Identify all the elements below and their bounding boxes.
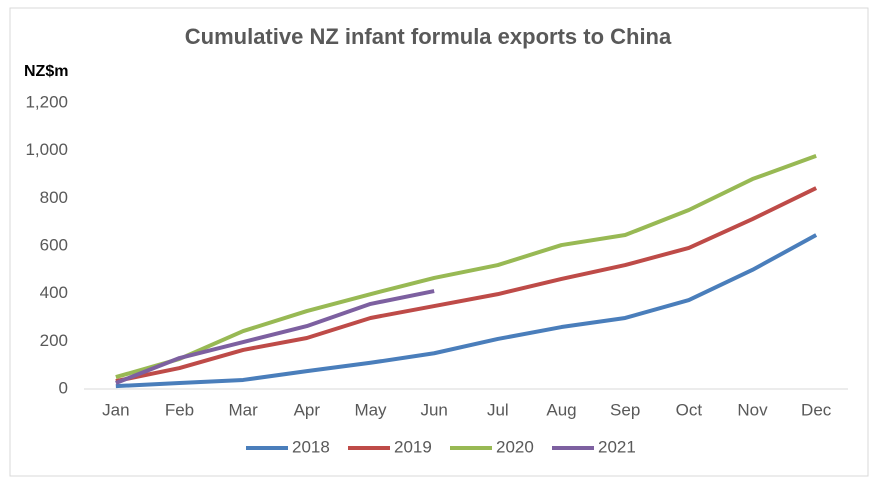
y-tick-label: 1,000 — [25, 140, 68, 159]
x-tick-label: Aug — [546, 400, 576, 419]
series-line — [115, 289, 435, 385]
y-tick-label: 200 — [40, 331, 68, 350]
x-tick-label: Sep — [610, 400, 640, 419]
legend-label: 2019 — [394, 437, 432, 456]
y-axis-label: NZ$m — [24, 63, 68, 80]
y-tick-label: 400 — [40, 283, 68, 302]
x-tick-label: Nov — [737, 400, 768, 419]
legend-label: 2021 — [598, 437, 636, 456]
x-tick-label: Feb — [165, 400, 194, 419]
chart-title: Cumulative NZ infant formula exports to … — [185, 24, 672, 49]
series-line — [115, 233, 818, 389]
y-tick-label: 1,200 — [25, 92, 68, 111]
y-tick-label: 800 — [40, 188, 68, 207]
y-tick-label: 600 — [40, 235, 68, 254]
series-line — [115, 186, 818, 384]
legend-label: 2018 — [292, 437, 330, 456]
legend-label: 2020 — [496, 437, 534, 456]
x-tick-label: Jun — [420, 400, 447, 419]
x-tick-label: Apr — [294, 400, 321, 419]
x-tick-label: Oct — [676, 400, 703, 419]
series-line — [115, 154, 817, 380]
y-tick-label: 0 — [59, 378, 68, 397]
x-tick-label: Jul — [487, 400, 509, 419]
x-tick-label: May — [354, 400, 387, 419]
x-tick-label: Jan — [102, 400, 129, 419]
x-tick-label: Dec — [801, 400, 832, 419]
x-tick-label: Mar — [229, 400, 259, 419]
chart-border — [9, 7, 869, 477]
